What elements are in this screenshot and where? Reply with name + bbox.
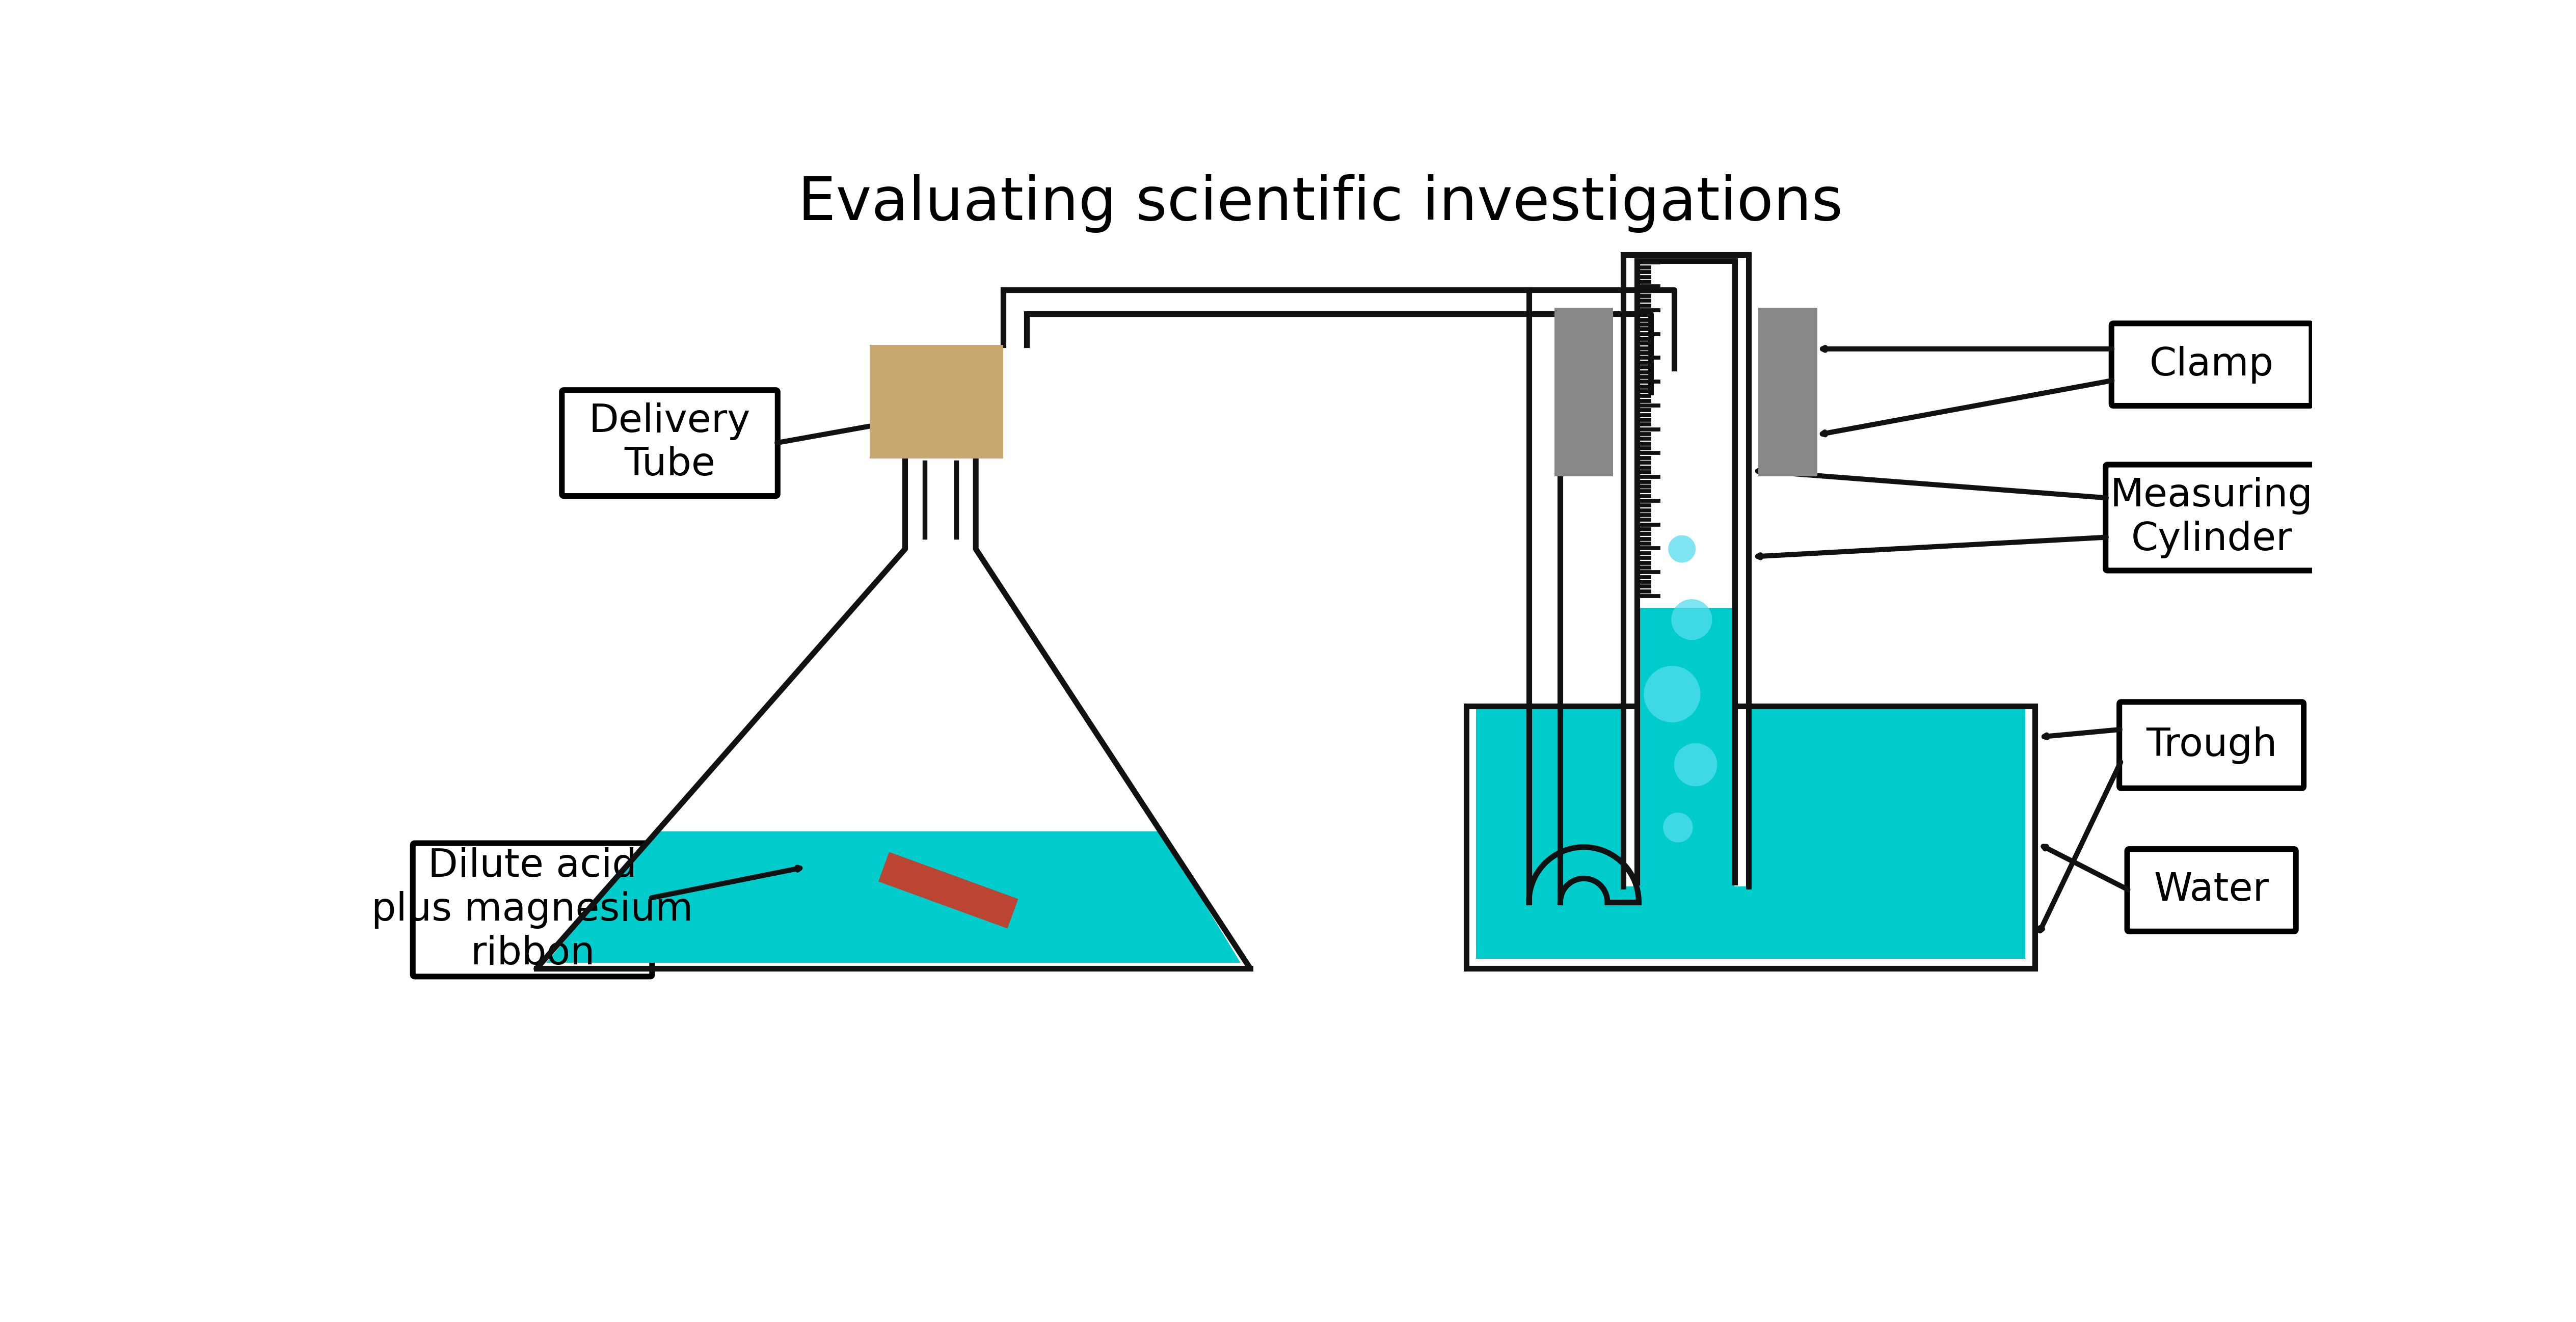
FancyBboxPatch shape — [562, 390, 778, 496]
Text: Dilute acid
plus magnesium
ribbon: Dilute acid plus magnesium ribbon — [371, 847, 693, 972]
Bar — [1476, 706, 2025, 958]
Bar — [1638, 608, 1734, 886]
Circle shape — [1674, 743, 1718, 787]
Bar — [1623, 255, 1749, 886]
Polygon shape — [546, 832, 1242, 962]
Bar — [1553, 308, 1613, 476]
Circle shape — [1669, 535, 1695, 563]
Circle shape — [1664, 813, 1692, 842]
FancyBboxPatch shape — [2112, 324, 2311, 406]
Text: Delivery
Tube: Delivery Tube — [590, 402, 750, 484]
Text: Water: Water — [2154, 871, 2269, 910]
Circle shape — [1643, 666, 1700, 722]
Bar — [1466, 706, 2035, 969]
FancyBboxPatch shape — [2105, 464, 2318, 571]
FancyBboxPatch shape — [2128, 849, 2295, 932]
Text: Evaluating scientific investigations: Evaluating scientific investigations — [799, 175, 1842, 233]
Circle shape — [1672, 599, 1713, 640]
Bar — [1759, 308, 1816, 476]
Text: Measuring
Cylinder: Measuring Cylinder — [2110, 477, 2313, 558]
Bar — [878, 851, 1018, 928]
FancyBboxPatch shape — [2120, 702, 2303, 788]
FancyBboxPatch shape — [412, 843, 652, 977]
Bar — [871, 345, 1002, 459]
Text: Clamp: Clamp — [2148, 346, 2275, 383]
Text: Trough: Trough — [2146, 726, 2277, 764]
